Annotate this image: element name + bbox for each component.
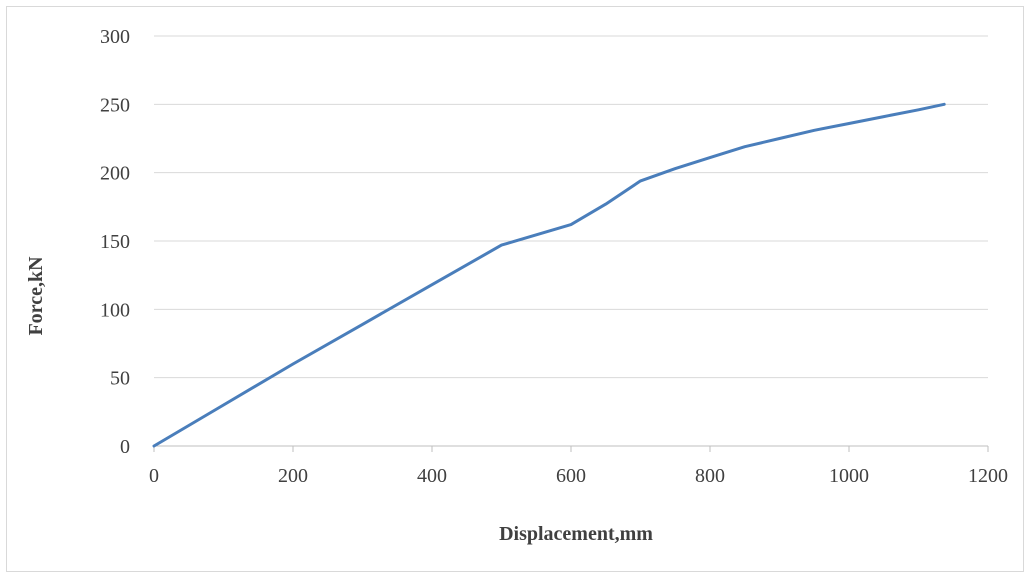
y-tick-label: 300 [100,26,130,48]
x-tick-label: 1200 [968,465,1008,487]
tick-labels: 0 50 100 150 200 250 300 0 200 400 600 800 1000 1200 [100,26,1008,487]
axes [153,445,989,452]
y-tick-label: 150 [100,231,130,253]
chart-frame [6,6,1024,572]
y-tick-label: 250 [100,94,130,116]
x-tick-label: 600 [556,465,586,487]
x-tick-label: 1000 [829,465,869,487]
series-line [152,102,946,448]
y-tick-label: 0 [120,436,130,458]
x-tick-label: 0 [149,465,159,487]
gridlines [154,35,988,379]
series-layer [152,102,946,448]
x-tick-label: 800 [695,465,725,487]
x-tick-label: 400 [417,465,447,487]
y-tick-label: 50 [110,368,130,390]
y-tick-label: 100 [100,299,130,321]
y-tick-label: 200 [100,163,130,185]
x-axis-title: Displacement,mm [499,523,653,545]
y-axis-title: Force,kN [25,256,47,336]
x-tick-label: 200 [278,465,308,487]
